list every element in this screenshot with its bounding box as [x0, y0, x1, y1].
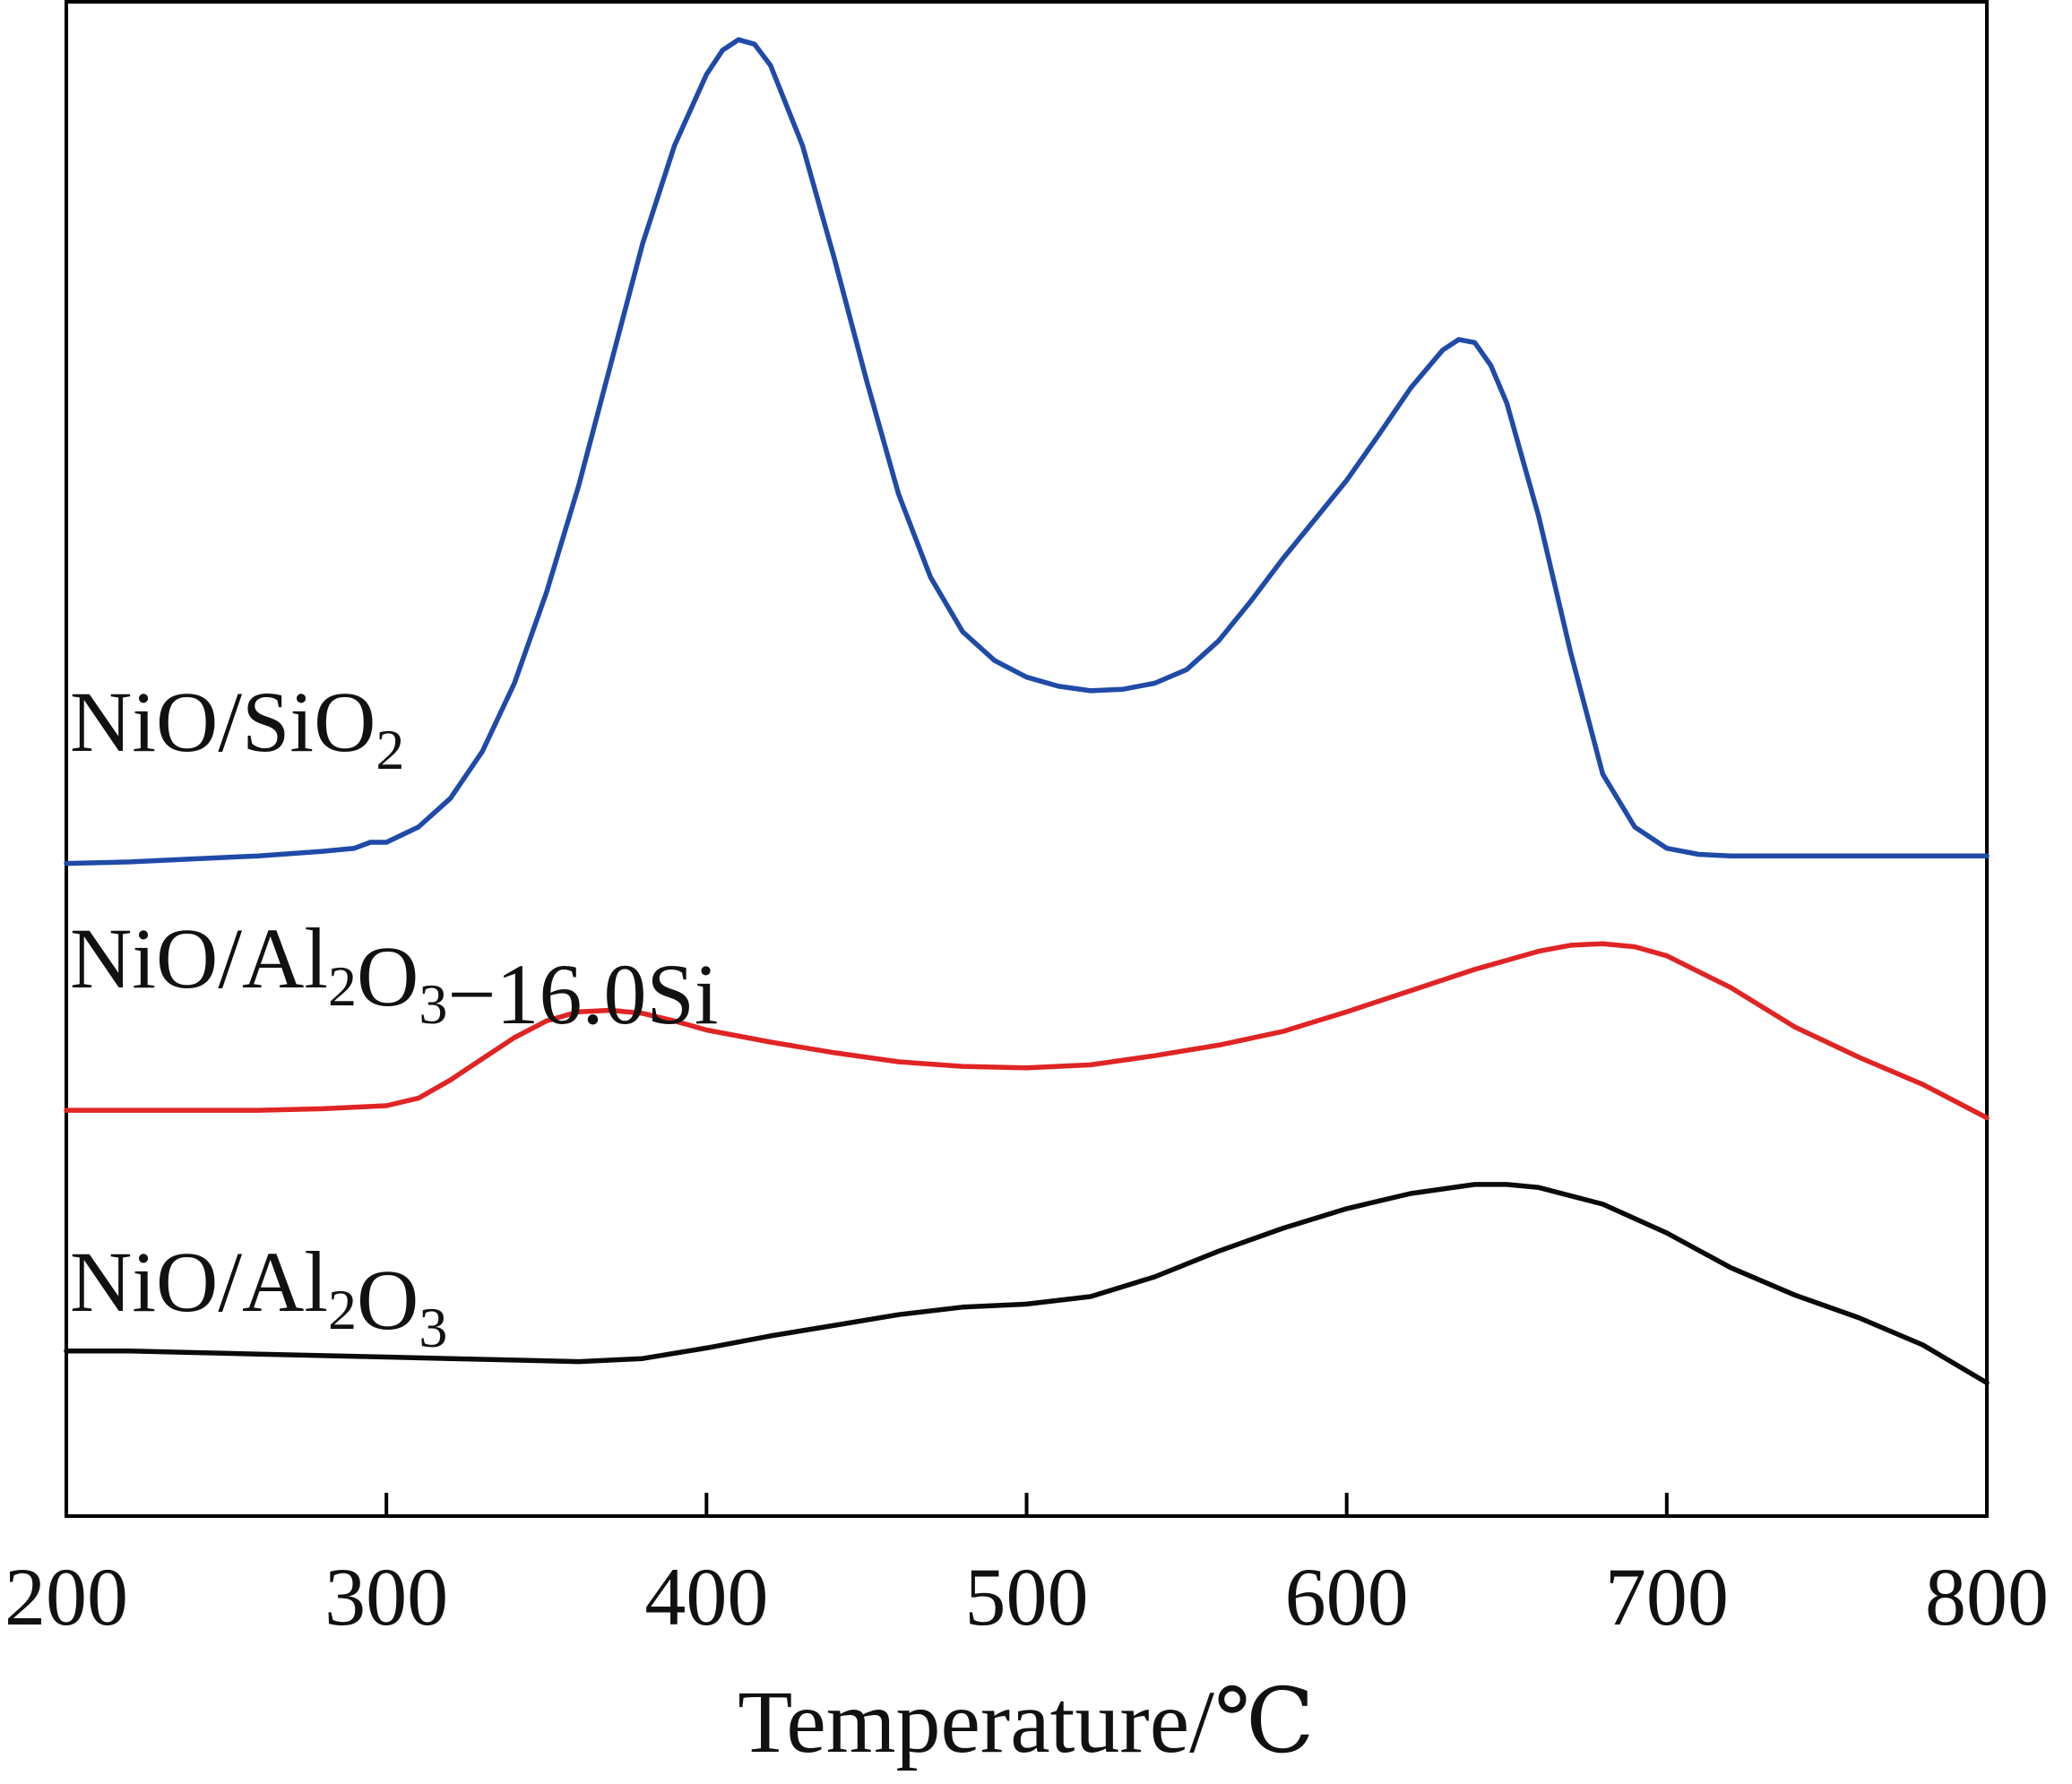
x-tick-label: 500 — [965, 1551, 1089, 1642]
series-line-1 — [64, 37, 1990, 866]
x-tick-labels: 200 300 400 500 600 700 800 — [4, 1551, 2049, 1642]
x-ticks — [384, 1493, 1669, 1516]
x-tick-label: 800 — [1925, 1551, 2049, 1642]
x-tick-label: 700 — [1605, 1551, 1729, 1642]
series-label-3: NiO/Al2O3 — [70, 1234, 447, 1359]
x-tick-label: 400 — [644, 1551, 768, 1642]
x-axis-title: Temperature/℃ — [738, 1672, 1314, 1771]
series-label-1: NiO/SiO2 — [70, 674, 404, 781]
series-line-2 — [64, 941, 1990, 1121]
series-labels: NiO/SiO2 NiO/Al2O3−16.0Si NiO/Al2O3 — [70, 674, 719, 1359]
series-lines — [64, 37, 1990, 1386]
x-tick-label: 300 — [324, 1551, 448, 1642]
series-label-2: NiO/Al2O3−16.0Si — [70, 910, 719, 1042]
x-tick-label: 600 — [1285, 1551, 1409, 1642]
x-tick-label: 200 — [4, 1551, 128, 1642]
series-line-3 — [64, 1182, 1990, 1386]
